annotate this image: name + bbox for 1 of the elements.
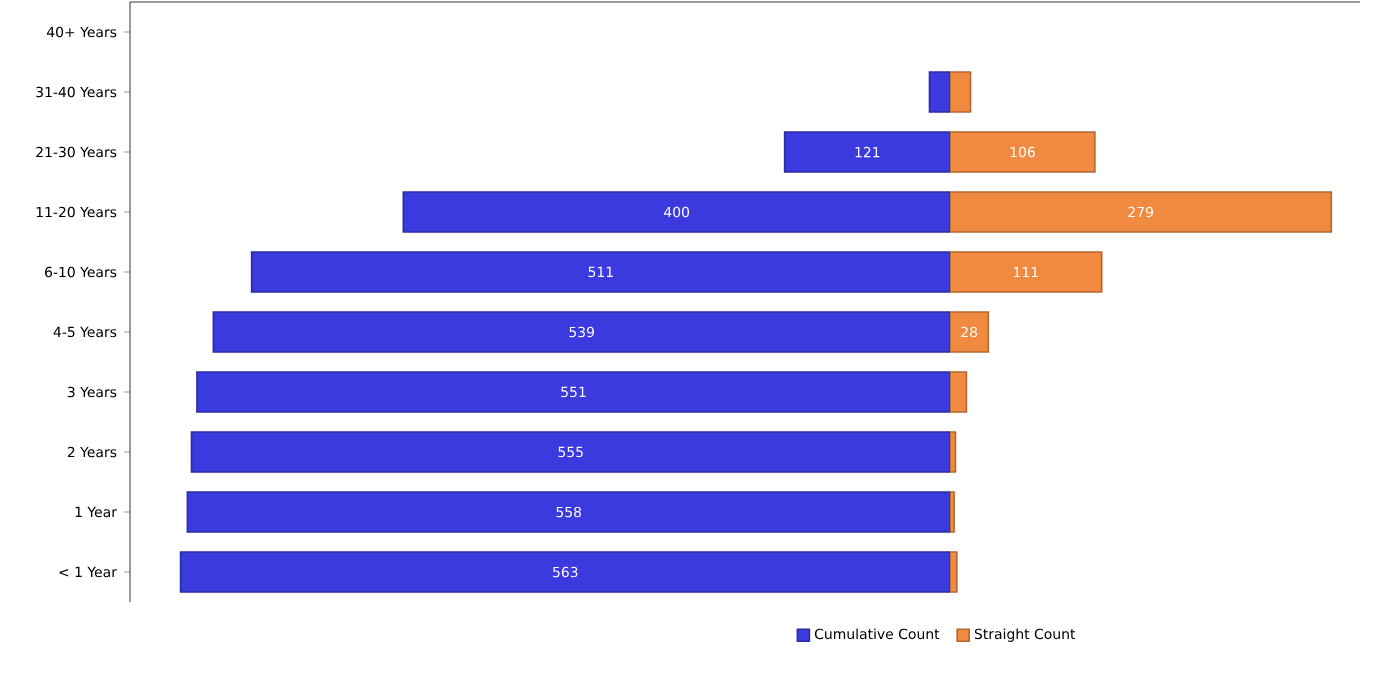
bar xyxy=(950,251,1103,293)
